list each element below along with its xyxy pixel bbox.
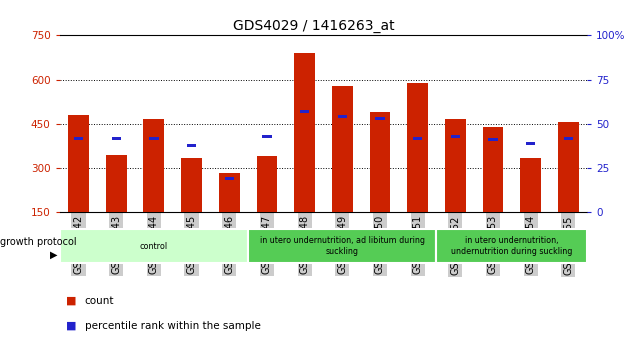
Bar	[149, 137, 158, 139]
Text: ▶: ▶	[50, 250, 57, 260]
Bar	[225, 177, 234, 180]
FancyBboxPatch shape	[436, 229, 587, 263]
Bar	[445, 120, 466, 212]
Text: ■: ■	[66, 296, 77, 306]
Bar	[451, 135, 460, 138]
Bar	[376, 117, 384, 120]
FancyBboxPatch shape	[60, 229, 248, 263]
Bar	[408, 82, 428, 212]
Text: percentile rank within the sample: percentile rank within the sample	[85, 321, 261, 331]
Bar	[106, 155, 127, 212]
Bar	[294, 53, 315, 212]
Bar	[483, 127, 504, 212]
Bar	[74, 137, 83, 139]
Bar	[187, 144, 196, 147]
Bar	[526, 142, 535, 145]
Text: count: count	[85, 296, 114, 306]
Bar	[370, 112, 391, 212]
Text: growth protocol: growth protocol	[0, 238, 77, 247]
Bar	[144, 120, 165, 212]
Text: GDS4029 / 1416263_at: GDS4029 / 1416263_at	[233, 19, 395, 34]
Bar	[489, 138, 497, 141]
FancyBboxPatch shape	[248, 229, 436, 263]
Bar	[521, 158, 541, 212]
Text: control: control	[140, 241, 168, 251]
Text: in utero undernutrition,
undernutrition during suckling: in utero undernutrition, undernutrition …	[451, 236, 573, 256]
Bar	[112, 137, 121, 139]
Bar	[558, 122, 579, 212]
Bar	[181, 158, 202, 212]
Bar	[332, 86, 353, 212]
Text: ■: ■	[66, 321, 77, 331]
Text: in utero undernutrition, ad libitum during
suckling: in utero undernutrition, ad libitum duri…	[260, 236, 425, 256]
Bar	[257, 156, 278, 212]
Bar	[219, 172, 240, 212]
Bar	[564, 137, 573, 139]
Bar	[338, 115, 347, 118]
Bar	[413, 137, 422, 139]
Bar	[300, 110, 309, 113]
Bar	[68, 115, 89, 212]
Bar	[263, 135, 271, 138]
